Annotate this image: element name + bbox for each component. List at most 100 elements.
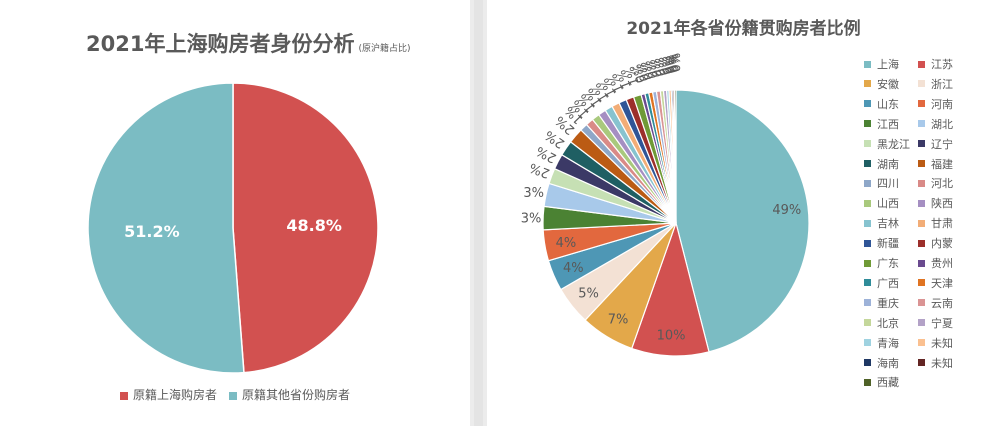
right-chart-title: 2021年各省份籍贯购房者比例: [626, 19, 861, 39]
legend-label: 云南: [931, 296, 953, 310]
pie-data-label: 0%: [660, 55, 675, 75]
legend-label: 北京: [877, 316, 899, 330]
pie-data-label: 0%: [652, 57, 668, 77]
legend-item: 天津: [918, 275, 953, 291]
pie-data-label: 2%: [527, 159, 552, 180]
legend-swatch: [918, 219, 925, 227]
legend-label: 未知: [931, 356, 953, 370]
pie-data-label: 3%: [523, 186, 544, 201]
legend-swatch: [864, 140, 871, 148]
legend-item: 吉林: [864, 215, 899, 231]
legend-swatch: [918, 100, 925, 108]
legend-swatch: [864, 80, 871, 88]
legend-item: 湖南: [864, 156, 899, 172]
legend-item: 辽宁: [918, 136, 953, 152]
legend-item: 青海: [864, 335, 899, 351]
legend-swatch: [918, 179, 925, 187]
legend-label: 四川: [877, 177, 899, 191]
left-chart-title: 2021年上海购房者身份分析 (原沪籍占比): [86, 28, 410, 58]
legend-item: 山西: [864, 195, 899, 211]
legend-swatch: [918, 199, 925, 207]
legend-swatch: [864, 319, 871, 327]
left-chart-title-text: 2021年上海购房者身份分析: [86, 32, 355, 56]
legend-item: 湖北: [918, 116, 953, 132]
legend-swatch: [864, 179, 871, 187]
legend-label: 新疆: [877, 237, 899, 251]
legend-label: 江苏: [931, 58, 953, 71]
legend-label: 陕西: [931, 197, 953, 211]
legend-item: 未知: [918, 335, 953, 351]
pie-data-label: 0%: [667, 53, 681, 72]
left-chart-subtitle: (原沪籍占比): [358, 44, 411, 54]
pie-data-label: 0%: [630, 63, 648, 85]
legend-item: 内蒙: [918, 235, 953, 251]
legend-swatch: [864, 60, 871, 68]
legend-item: 安徽: [864, 76, 899, 92]
legend-item: 贵州: [918, 255, 953, 271]
legend-label: 河北: [931, 177, 953, 191]
pie-data-label: 0%: [656, 56, 672, 76]
pie-data-label: 48.8%: [286, 216, 342, 235]
pie-data-label: 10%: [657, 329, 686, 344]
right-chart-panel: 2021年各省份籍贯购房者比例 49% 10% 7% 5% 4% 4% 3% 3% 2% 2% 2%…: [487, 0, 1000, 426]
pie-slice: [87, 82, 245, 374]
legend-item: 河北: [918, 175, 953, 191]
legend-item: 未知: [918, 355, 953, 371]
legend-label: 天津: [931, 276, 953, 290]
pie-data-label: 1%: [614, 68, 634, 91]
legend-swatch: [864, 199, 871, 207]
legend-label: 宁夏: [931, 316, 953, 330]
legend-item: 广东: [864, 255, 899, 271]
legend-swatch: [119, 391, 128, 400]
legend-label: 贵州: [931, 257, 953, 270]
legend-label: 重庆: [877, 296, 899, 310]
pie-data-label: 0%: [648, 57, 664, 78]
pie-data-label: 3%: [521, 212, 542, 227]
legend-swatch: [918, 339, 925, 347]
legend-item: 福建: [918, 156, 953, 172]
legend-swatch: [864, 219, 871, 227]
legend-label: 黑龙江: [877, 137, 910, 151]
legend-swatch: [864, 160, 871, 167]
legend-item: 原籍上海购房者: [119, 386, 217, 403]
legend-swatch: [864, 120, 871, 128]
legend-label: 原籍其他省份购房者: [242, 388, 351, 402]
legend-label: 吉林: [877, 217, 899, 231]
legend-item: 上海: [864, 56, 899, 72]
left-chart-legend: 原籍上海购房者 原籍其他省份购房者: [0, 386, 470, 403]
legend-label: 河南: [931, 97, 953, 111]
pie-data-label: 4%: [563, 261, 584, 276]
legend-label: 广西: [877, 276, 899, 290]
legend-swatch: [918, 80, 925, 88]
left-pie-chart: 48.8% 51.2%: [87, 82, 379, 374]
legend-swatch: [918, 259, 925, 267]
legend-swatch: [918, 140, 925, 148]
legend-swatch: [918, 120, 925, 128]
pie-data-label: 0%: [634, 61, 652, 83]
pie-data-label: 0%: [639, 60, 656, 81]
legend-swatch: [918, 279, 925, 287]
pie-data-label: 1%: [606, 72, 626, 95]
legend-label: 山西: [877, 197, 899, 211]
pie-data-label: 0%: [669, 53, 683, 72]
legend-swatch: [864, 239, 871, 247]
pie-data-label: 7%: [608, 312, 629, 327]
legend-label: 湖南: [877, 157, 899, 171]
pie-slice: [630, 220, 710, 357]
legend-item: 海南: [864, 355, 899, 371]
right-pie-chart: 49%10%7%5%4%4%3%3%2%2%2%2%1%1%1%1%1%1%1%…: [521, 53, 810, 357]
legend-item: 西藏: [864, 374, 899, 390]
left-chart-panel: 2021年上海购房者身份分析 (原沪籍占比) 48.8% 51.2% 原籍上海购房者…: [0, 0, 470, 426]
legend-swatch: [864, 259, 871, 267]
legend-swatch: [918, 160, 925, 167]
legend-item: 云南: [918, 295, 953, 311]
pie-data-label: 1%: [623, 65, 642, 87]
legend-label: 西藏: [877, 376, 899, 390]
legend-swatch: [918, 359, 925, 366]
legend-label: 安徽: [877, 77, 899, 91]
panel-divider: [474, 0, 483, 426]
pie-data-label: 0%: [663, 54, 678, 74]
pie-data-label: 0%: [643, 59, 660, 80]
legend-item: 山东: [864, 96, 899, 112]
legend-swatch: [229, 391, 237, 400]
